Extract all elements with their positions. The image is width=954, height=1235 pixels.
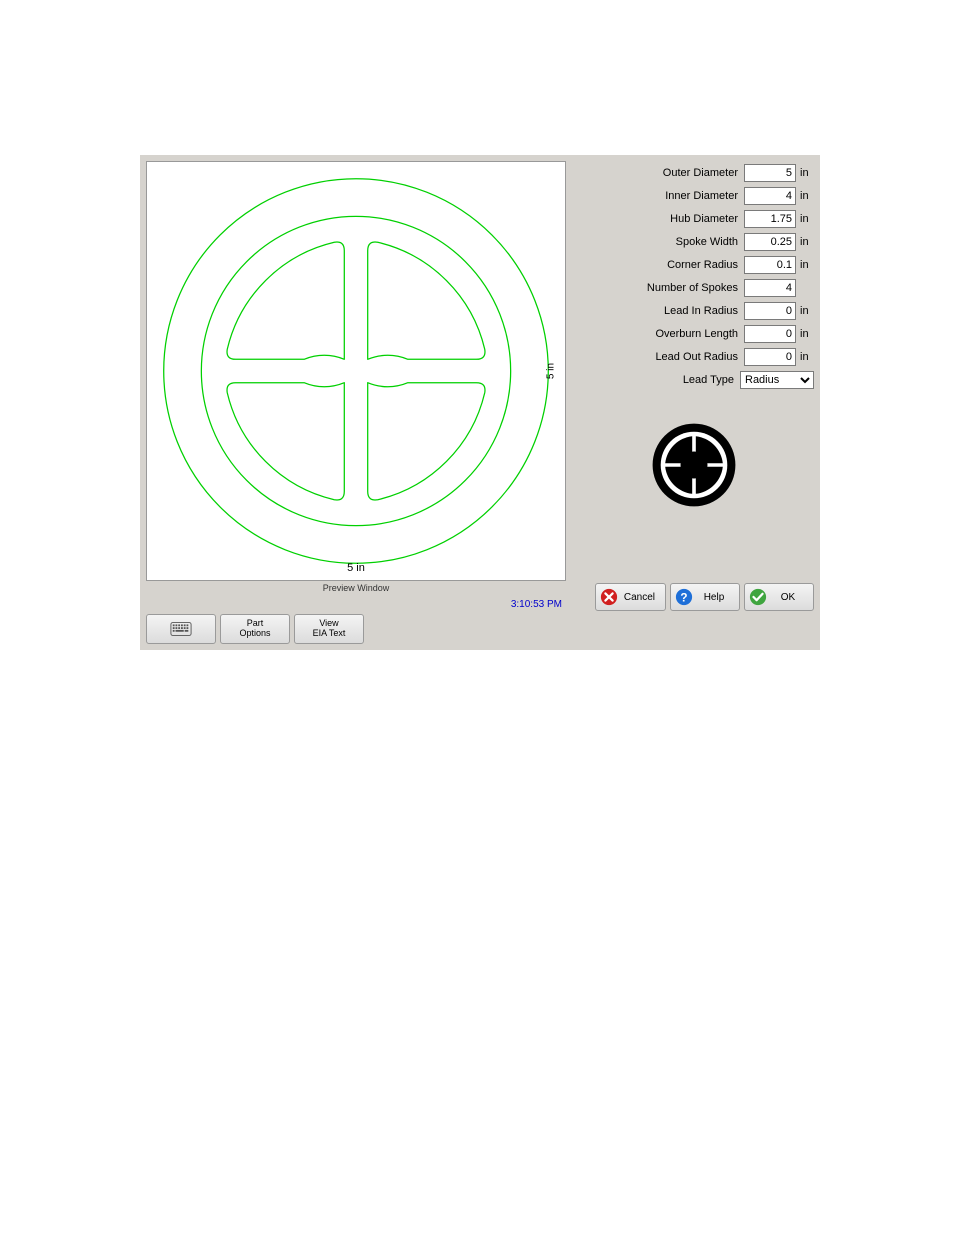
param-label: Spoke Width: [574, 236, 744, 248]
param-input[interactable]: [744, 187, 796, 205]
lead-type-select[interactable]: Radius: [740, 371, 814, 389]
param-input[interactable]: [744, 325, 796, 343]
view-eia-button[interactable]: View EIA Text: [294, 614, 364, 644]
ok-icon: [749, 588, 767, 606]
ok-label: OK: [773, 592, 803, 603]
param-row: Lead Out Radius in: [574, 347, 814, 367]
param-unit: in: [796, 351, 814, 363]
param-input[interactable]: [744, 233, 796, 251]
param-row: Inner Diameter in: [574, 186, 814, 206]
keyboard-button[interactable]: [146, 614, 216, 644]
param-unit: in: [796, 190, 814, 202]
left-column: 5 in 5 in Preview Window 3:10:53 PM: [146, 161, 566, 644]
thumbnail-svg: [649, 420, 739, 510]
app-panel: 5 in 5 in Preview Window 3:10:53 PM: [140, 155, 820, 650]
ok-button[interactable]: OK: [744, 583, 814, 611]
preview-width-label: 5 in: [147, 562, 565, 574]
preview-caption: Preview Window: [146, 583, 566, 593]
param-row: Lead In Radius in: [574, 301, 814, 321]
main-row: 5 in 5 in Preview Window 3:10:53 PM: [146, 161, 814, 644]
param-input[interactable]: [744, 302, 796, 320]
help-icon: ?: [675, 588, 693, 606]
preview-window: 5 in 5 in: [146, 161, 566, 581]
param-unit: in: [796, 305, 814, 317]
lead-type-label: Lead Type: [574, 374, 740, 386]
param-row: Overburn Length in: [574, 324, 814, 344]
param-label: Lead In Radius: [574, 305, 744, 317]
param-input[interactable]: [744, 210, 796, 228]
param-label: Overburn Length: [574, 328, 744, 340]
param-unit: in: [796, 167, 814, 179]
keyboard-icon: [170, 620, 192, 638]
param-row: Outer Diameter in: [574, 163, 814, 183]
svg-text:?: ?: [680, 592, 687, 605]
bottom-buttons: Part Options View EIA Text: [146, 614, 566, 644]
param-label: Outer Diameter: [574, 167, 744, 179]
dialog-buttons: Cancel ? Help OK: [574, 583, 814, 611]
param-row: Corner Radius in: [574, 255, 814, 275]
help-button[interactable]: ? Help: [670, 583, 740, 611]
cancel-icon: [600, 588, 618, 606]
help-label: Help: [699, 592, 729, 603]
param-unit: in: [796, 236, 814, 248]
param-unit: in: [796, 213, 814, 225]
param-label: Number of Spokes: [574, 282, 744, 294]
preview-svg: [147, 162, 565, 580]
param-row: Hub Diameter in: [574, 209, 814, 229]
part-options-button[interactable]: Part Options: [220, 614, 290, 644]
thumbnail: [574, 420, 814, 513]
param-list: Outer DiameterinInner DiameterinHub Diam…: [574, 163, 814, 367]
param-row: Number of Spokes: [574, 278, 814, 298]
param-input[interactable]: [744, 279, 796, 297]
param-input[interactable]: [744, 164, 796, 182]
param-unit: in: [796, 328, 814, 340]
lead-type-row: Lead Type Radius: [574, 370, 814, 390]
preview-height-label: 5 in: [545, 363, 556, 379]
param-label: Inner Diameter: [574, 190, 744, 202]
timestamp: 3:10:53 PM: [146, 599, 566, 610]
param-unit: in: [796, 259, 814, 271]
param-label: Lead Out Radius: [574, 351, 744, 363]
param-label: Corner Radius: [574, 259, 744, 271]
cancel-button[interactable]: Cancel: [595, 583, 666, 611]
cancel-label: Cancel: [624, 592, 655, 603]
param-label: Hub Diameter: [574, 213, 744, 225]
param-input[interactable]: [744, 348, 796, 366]
param-row: Spoke Width in: [574, 232, 814, 252]
param-input[interactable]: [744, 256, 796, 274]
right-column: Outer DiameterinInner DiameterinHub Diam…: [574, 161, 814, 644]
